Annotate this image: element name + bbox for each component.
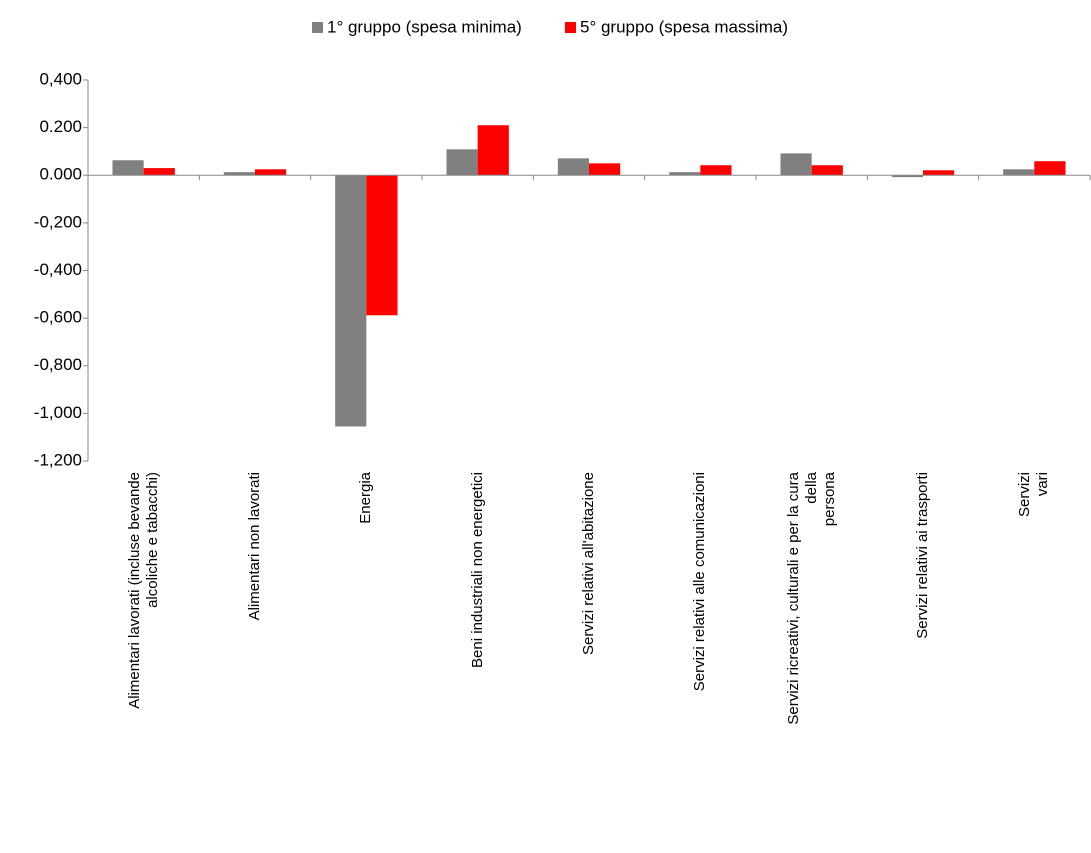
y-tick-label: -1,200	[34, 450, 82, 469]
bar	[112, 160, 144, 176]
y-tick-label: -0,200	[34, 212, 82, 231]
bar	[477, 125, 509, 176]
bar	[557, 158, 589, 176]
bar	[780, 153, 812, 176]
bar	[1034, 161, 1066, 176]
bar	[589, 163, 621, 176]
legend-label: 5° gruppo (spesa massima)	[580, 17, 788, 36]
legend-swatch	[565, 22, 576, 33]
y-tick-label: 0,400	[39, 69, 82, 88]
bar	[669, 172, 701, 176]
y-tick-label: 0.200	[39, 117, 82, 136]
x-tick-label: Alimentari lavorati (incluse bevande alc…	[125, 472, 161, 709]
bar	[446, 149, 478, 176]
legend-swatch	[312, 22, 323, 33]
x-tick-label: Servizi vari	[1016, 472, 1052, 518]
x-tick-label: Servizi relativi ai trasporti	[914, 472, 931, 639]
y-tick-label: -0,400	[34, 260, 82, 279]
x-tick-label: Energia	[357, 472, 375, 524]
bar	[366, 175, 398, 316]
bar	[700, 165, 732, 176]
bar	[223, 172, 255, 176]
y-tick-label: -0,800	[34, 355, 82, 374]
x-tick-label: Servizi relativi all'abitazione	[580, 472, 597, 655]
legend-label: 1° gruppo (spesa minima)	[327, 17, 522, 36]
bar	[143, 168, 175, 176]
x-tick-label: Servizi ricreativi, culturali e per la c…	[784, 472, 838, 725]
bar	[1003, 169, 1035, 176]
x-tick-label: Beni industriali non energetici	[468, 472, 486, 668]
bar	[255, 169, 287, 176]
bar	[923, 170, 955, 176]
bar	[811, 165, 843, 176]
bar	[891, 175, 923, 178]
y-tick-label: -1,000	[34, 403, 82, 422]
bar	[335, 175, 367, 427]
y-tick-label: -0,600	[34, 308, 82, 327]
y-tick-label: 0.000	[39, 165, 82, 184]
x-tick-label: Servizi relativi alle comunicazioni	[691, 472, 709, 692]
x-tick-label: Alimentari non lavorati	[246, 472, 263, 621]
